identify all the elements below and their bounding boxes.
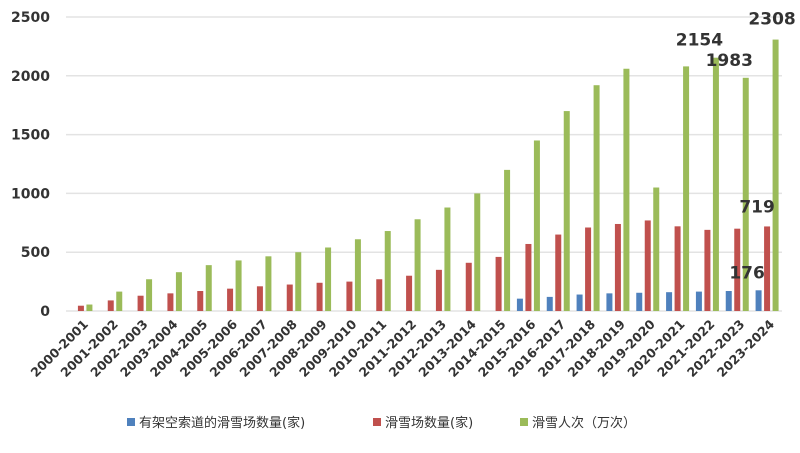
bar-1-2009-2010 (346, 281, 353, 311)
bar-2-2021-2022 (712, 57, 719, 311)
bar-1-2020-2021 (674, 226, 681, 311)
data-label: 2308 (748, 10, 795, 30)
bar-2-2005-2006 (235, 260, 242, 311)
bar-0-2021-2022 (695, 291, 702, 311)
bar-2-2023-2024 (772, 39, 779, 312)
data-label: 176 (729, 263, 765, 283)
bar-2-2012-2013 (444, 207, 451, 311)
bar-0-2019-2020 (636, 292, 643, 311)
bar-2-2008-2009 (325, 247, 332, 311)
bar-1-2015-2016 (525, 243, 532, 311)
bar-2-2016-2017 (563, 111, 570, 311)
bar-1-2002-2003 (137, 295, 144, 311)
bar-1-2001-2002 (107, 300, 114, 311)
bar-1-2019-2020 (644, 220, 651, 311)
bar-2-2022-2023 (742, 77, 749, 312)
bar-2-2003-2004 (175, 272, 182, 311)
legend-swatch (373, 418, 381, 426)
bar-2-2015-2016 (533, 140, 540, 311)
bar-0-2016-2017 (546, 296, 553, 311)
bar-2-2014-2015 (504, 169, 511, 311)
bar-1-2018-2019 (614, 223, 621, 311)
legend-swatch (127, 418, 135, 426)
bar-1-2022-2023 (734, 228, 741, 311)
bar-1-2021-2022 (704, 229, 711, 311)
bar-2-2019-2020 (653, 187, 660, 311)
bar-1-2017-2018 (585, 227, 592, 311)
data-label: 1983 (706, 51, 753, 71)
bar-0-2022-2023 (725, 291, 732, 311)
bar-1-2013-2014 (465, 262, 472, 311)
bar-0-2020-2021 (666, 292, 673, 311)
bar-2-2010-2011 (384, 231, 391, 311)
legend-swatch (520, 418, 528, 426)
bar-1-2010-2011 (376, 279, 383, 311)
bar-2-2006-2007 (265, 256, 272, 311)
bar-1-2012-2013 (435, 269, 442, 311)
bar-0-2015-2016 (516, 298, 523, 311)
bar-2-2002-2003 (146, 279, 153, 311)
bar-1-2000-2001 (77, 305, 84, 311)
y-tick-label: 2000 (11, 69, 50, 85)
bar-2-2007-2008 (295, 252, 302, 311)
bar-2-2011-2012 (414, 219, 421, 311)
y-tick-label: 1000 (11, 186, 50, 202)
bar-2-2018-2019 (623, 68, 630, 311)
bar-0-2017-2018 (576, 294, 583, 311)
bar-1-2014-2015 (495, 256, 502, 311)
bar-2-2020-2021 (683, 66, 690, 311)
y-tick-label: 1500 (11, 128, 50, 144)
y-tick-label: 500 (21, 245, 50, 261)
bar-2-2000-2001 (86, 304, 93, 311)
legend-label: 滑雪人次（万次） (532, 415, 636, 431)
bar-1-2003-2004 (167, 293, 174, 311)
bar-1-2008-2009 (316, 282, 323, 311)
bar-1-2007-2008 (286, 284, 293, 311)
bar-1-2005-2006 (227, 288, 234, 311)
legend-label: 滑雪场数量(家) (385, 415, 473, 431)
bar-1-2006-2007 (256, 286, 263, 311)
data-label: 2154 (676, 31, 723, 51)
bar-2-2017-2018 (593, 85, 600, 311)
y-tick-label: 2500 (11, 10, 50, 26)
bar-2-2009-2010 (354, 239, 361, 311)
bar-2-2004-2005 (205, 265, 212, 311)
bar-0-2018-2019 (606, 293, 613, 311)
bar-2-2013-2014 (474, 193, 481, 311)
bar-2-2001-2002 (116, 291, 123, 311)
bar-1-2011-2012 (406, 275, 413, 311)
data-label: 719 (739, 197, 775, 217)
bar-0-2023-2024 (755, 290, 762, 311)
bar-1-2016-2017 (555, 234, 562, 311)
bar-1-2004-2005 (197, 291, 204, 311)
bar-1-2023-2024 (764, 226, 771, 311)
legend-label: 有架空索道的滑雪场数量(家) (139, 415, 305, 431)
y-tick-label: 0 (40, 304, 50, 320)
